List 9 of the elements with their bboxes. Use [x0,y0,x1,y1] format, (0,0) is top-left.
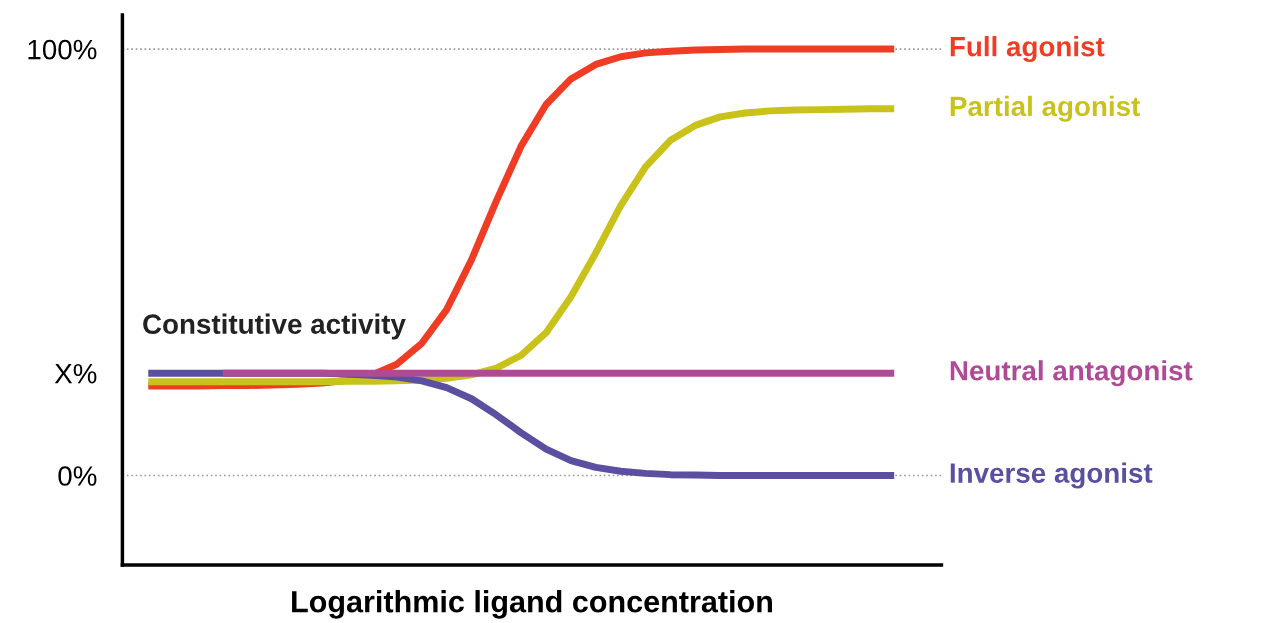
annotation: Constitutive activity [143,313,406,340]
text: Neutral antagonist [950,360,1193,387]
y-tick-label: 100% [28,39,97,60]
text: Partial agonist [950,95,1140,122]
text: Inverse agonist [950,462,1153,489]
text: Full agonist [950,36,1105,63]
y-tick-label: X% [54,363,97,384]
y-tick-label: 0% [58,466,97,486]
x-axis-title: Logarithmic ligand concentration [292,590,772,619]
